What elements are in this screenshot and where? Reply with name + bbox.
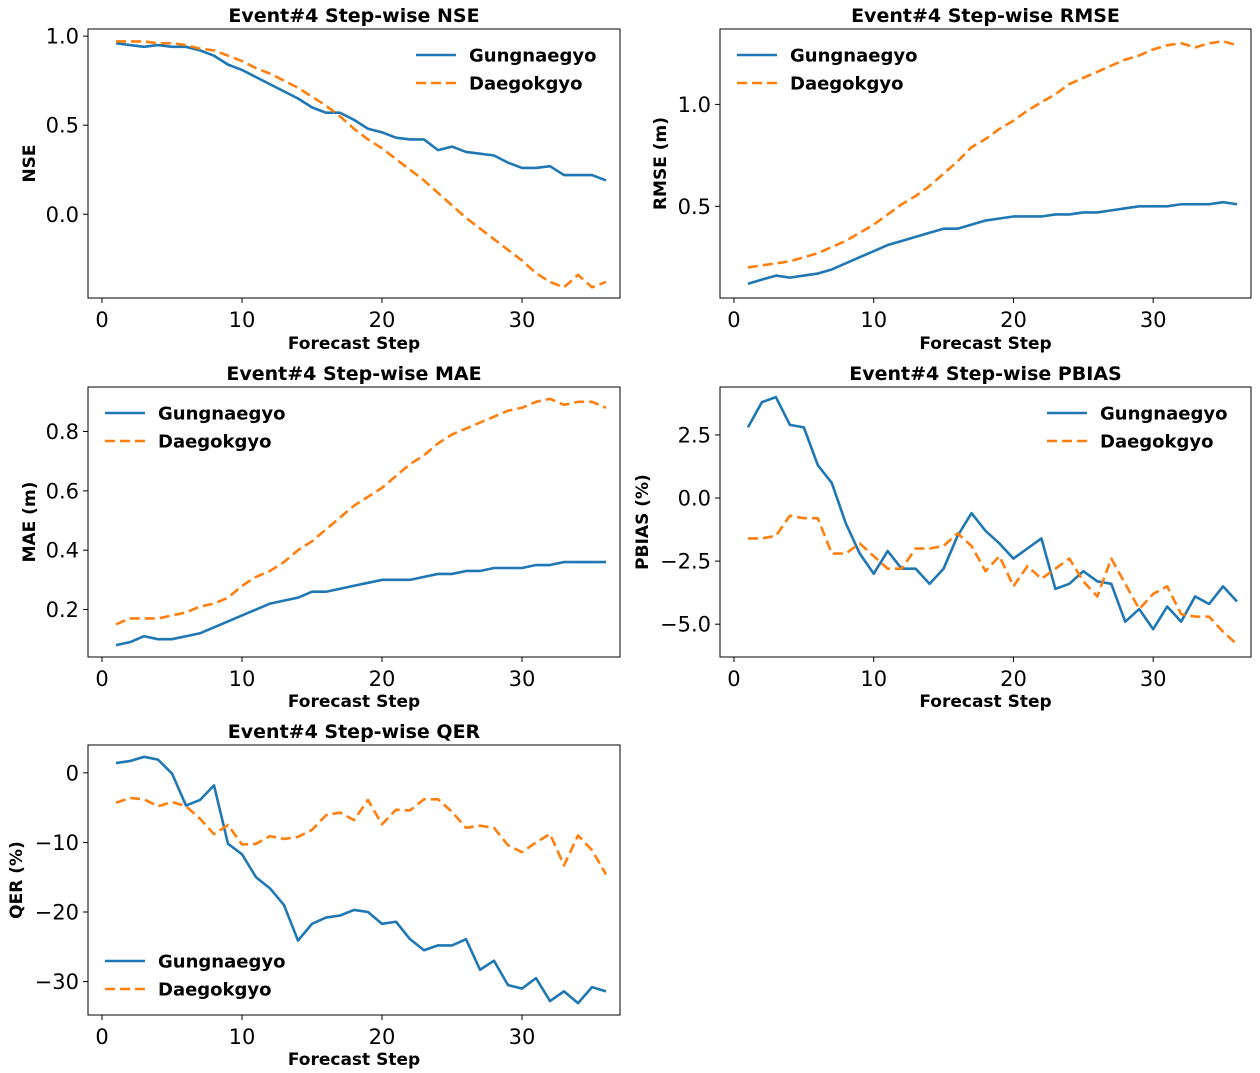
y-tick-label: 2.5 xyxy=(678,423,711,447)
y-tick-label: 0.0 xyxy=(678,487,711,511)
series-line-daegokgyo xyxy=(747,39,1238,269)
legend-label-daegokgyo: Daegokgyo xyxy=(469,74,583,95)
x-tick-label: 10 xyxy=(860,667,887,691)
chart-title: Event#4 Step-wise NSE xyxy=(228,5,479,27)
y-tick-label: 0 xyxy=(66,761,79,785)
x-tick-label: 0 xyxy=(95,308,108,332)
legend-label-daegokgyo: Daegokgyo xyxy=(158,432,272,453)
y-tick-label: 1.0 xyxy=(46,25,79,49)
series-line-daegokgyo xyxy=(115,796,608,876)
x-tick-label: 30 xyxy=(1140,308,1167,332)
y-tick-label: 0.0 xyxy=(46,203,79,227)
axes-frame xyxy=(87,744,621,1016)
chart-title: Event#4 Step-wise QER xyxy=(228,721,481,743)
chart-panel-4: 0 10 20 30 −5.0 −2.5 0.0 2.5 Event#4 Step-wise P… xyxy=(633,363,1252,712)
axes-frame xyxy=(87,28,621,299)
y-tick-label: 0.5 xyxy=(678,195,711,219)
chart-title: Event#4 Step-wise PBIAS xyxy=(849,363,1122,385)
x-tick-label: 10 xyxy=(229,308,256,332)
legend: Gungnaegyo Daegokgyo xyxy=(1047,404,1227,453)
x-axis-label: Forecast Step xyxy=(288,1050,420,1070)
chart-panel-5: 0 10 20 30 −30 −20 −10 0 Event#4 Step-wise QER Fo… xyxy=(7,721,621,1070)
series-line-daegokgyo xyxy=(115,397,607,626)
x-tick-label: 0 xyxy=(95,667,108,691)
x-tick-label: 0 xyxy=(727,308,740,332)
y-tick-label: 0.2 xyxy=(46,598,79,622)
legend-label-daegokgyo: Daegokgyo xyxy=(790,74,904,95)
series-line-gungnaegyo xyxy=(747,200,1238,285)
chart-title: Event#4 Step-wise MAE xyxy=(226,363,481,385)
x-tick-label: 30 xyxy=(509,308,536,332)
y-axis-label: PBIAS (%) xyxy=(633,474,653,570)
y-tick-label: −2.5 xyxy=(660,550,711,574)
legend-label-gungnaegyo: Gungnaegyo xyxy=(469,46,596,67)
x-axis-label: Forecast Step xyxy=(288,692,420,712)
x-axis-label: Forecast Step xyxy=(919,692,1051,712)
x-tick-label: 10 xyxy=(229,667,256,691)
x-tick-label: 20 xyxy=(1000,308,1027,332)
y-tick-label: −30 xyxy=(35,970,79,994)
y-tick-label: −10 xyxy=(35,831,79,855)
y-tick-label: −5.0 xyxy=(660,613,711,637)
series-line-gungnaegyo xyxy=(746,395,1238,631)
chart-title: Event#4 Step-wise RMSE xyxy=(851,5,1120,27)
y-tick-label: 0.6 xyxy=(46,479,79,503)
x-tick-label: 0 xyxy=(95,1025,108,1049)
x-axis-label: Forecast Step xyxy=(919,334,1051,354)
axes-frame xyxy=(87,386,621,658)
legend-label-gungnaegyo: Gungnaegyo xyxy=(1100,404,1227,425)
x-axis-label: Forecast Step xyxy=(288,334,420,354)
x-tick-label: 20 xyxy=(369,667,396,691)
series-line-daegokgyo xyxy=(747,514,1238,646)
legend: Gungnaegyo Daegokgyo xyxy=(105,952,285,1001)
chart-panel-2: 0 10 20 30 0.5 1.0 Event#4 Step-wise RMSE Forec… xyxy=(651,5,1252,354)
y-axis-label: MAE (m) xyxy=(20,482,40,563)
x-tick-label: 0 xyxy=(727,667,740,691)
chart-panel-3: 0 10 20 30 0.2 0.4 0.6 0.8 Event#4 Step-wise MAE… xyxy=(20,363,621,712)
y-tick-label: 1.0 xyxy=(678,93,711,117)
legend-label-gungnaegyo: Gungnaegyo xyxy=(790,46,917,67)
y-tick-label: 0.5 xyxy=(46,114,79,138)
x-tick-label: 20 xyxy=(369,308,396,332)
legend: Gungnaegyo Daegokgyo xyxy=(737,46,917,95)
chart-panel-1: 0 10 20 30 0.0 0.5 1.0 Event#4 Step-wise NSE For… xyxy=(20,5,621,354)
legend-label-gungnaegyo: Gungnaegyo xyxy=(158,952,285,973)
y-tick-label: −20 xyxy=(35,901,79,925)
legend-label-gungnaegyo: Gungnaegyo xyxy=(158,404,285,425)
y-tick-label: 0.4 xyxy=(46,539,79,563)
x-tick-label: 10 xyxy=(860,308,887,332)
axes-frame xyxy=(719,28,1252,299)
y-axis-label: NSE xyxy=(20,144,40,182)
legend-label-daegokgyo: Daegokgyo xyxy=(1100,432,1214,453)
series-line-gungnaegyo xyxy=(115,560,606,647)
x-tick-label: 20 xyxy=(369,1025,396,1049)
y-axis-label: RMSE (m) xyxy=(651,117,671,210)
series-line-gungnaegyo xyxy=(115,755,607,1005)
series-line-gungnaegyo xyxy=(115,41,607,182)
x-tick-label: 30 xyxy=(509,667,536,691)
y-tick-label: 0.8 xyxy=(46,420,79,444)
legend: Gungnaegyo Daegokgyo xyxy=(416,46,596,95)
axes-frame xyxy=(719,386,1252,658)
y-axis-label: QER (%) xyxy=(7,841,27,919)
x-tick-label: 10 xyxy=(229,1025,256,1049)
legend: Gungnaegyo Daegokgyo xyxy=(105,404,285,453)
x-tick-label: 30 xyxy=(1140,667,1167,691)
x-tick-label: 20 xyxy=(1000,667,1027,691)
legend-label-daegokgyo: Daegokgyo xyxy=(158,980,272,1001)
series-line-daegokgyo xyxy=(116,40,607,289)
x-tick-label: 30 xyxy=(509,1025,536,1049)
